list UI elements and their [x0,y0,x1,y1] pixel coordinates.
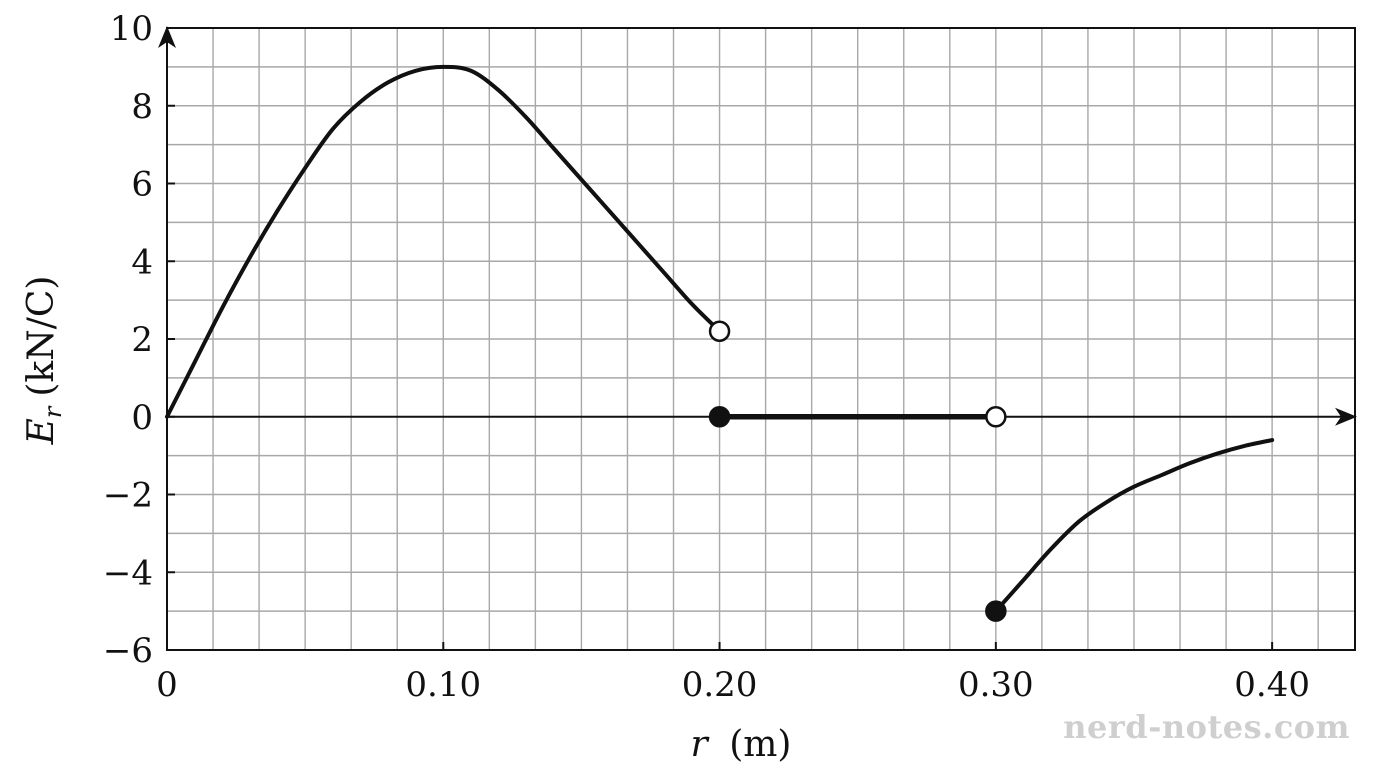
filled-circle-marker [708,406,731,428]
y-tick-label: −4 [103,553,153,593]
y-tick-label: −6 [103,631,153,671]
x-axis-label: r (m) [691,724,792,765]
x-tick-label: 0.30 [958,665,1034,705]
y-tick-label: 10 [110,9,153,49]
y-tick-label: 2 [131,320,153,360]
y-tick-label: 8 [131,87,153,127]
open-circle-marker [985,406,1007,428]
series-line-segment-1 [165,64,722,419]
tick-labels: 0 0.10 0.20 0.30 0.40 −6 −4 −2 0 2 4 6 8 10 [103,9,1310,705]
filled-circle-marker [985,600,1007,622]
grid [166,27,1355,651]
series-group [165,64,1275,614]
x-axis-arrow-icon [1335,407,1357,426]
y-tick-label: −2 [103,476,153,516]
open-circle-marker [708,320,731,342]
y-tick-label: 6 [131,165,153,205]
markers-group [708,320,1007,622]
axes [158,26,1357,651]
x-tick-label: 0.10 [405,665,481,705]
watermark: nerd-notes.com [1063,708,1350,746]
x-tick-label: 0.20 [682,665,758,705]
series-line-segment-3 [993,438,1275,614]
x-tick-label: 0.40 [1234,665,1310,705]
y-axis-label: Er(kN/C) [21,276,67,446]
x-tick-label: 0 [156,665,178,705]
y-axis-arrow-icon [158,26,176,48]
y-tick-label: 0 [131,398,153,438]
y-tick-label: 4 [131,242,153,282]
